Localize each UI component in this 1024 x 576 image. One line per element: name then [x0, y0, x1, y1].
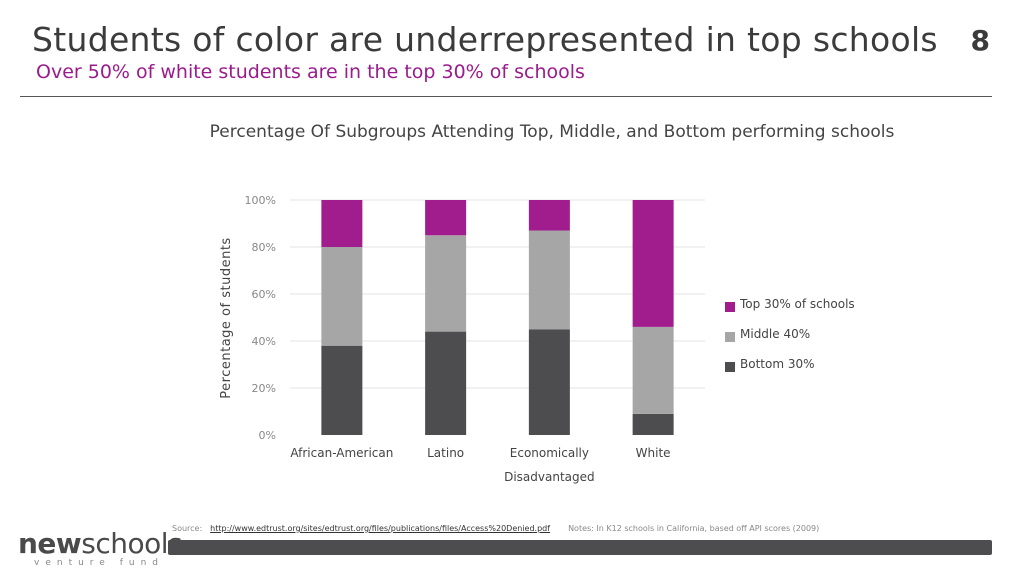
legend-swatch	[725, 362, 735, 372]
logo-text: schools	[81, 527, 183, 560]
legend-label: Bottom 30%	[740, 357, 815, 371]
legend-swatch	[725, 302, 735, 312]
source-link[interactable]: http://www.edtrust.org/sites/edtrust.org…	[210, 524, 551, 533]
y-tick-label: 20%	[252, 382, 276, 395]
slide-title: Students of color are underrepresented i…	[32, 20, 938, 59]
bar-segment	[632, 326, 674, 414]
slide-subtitle: Over 50% of white students are in the to…	[36, 61, 585, 83]
bar-segment	[425, 200, 467, 236]
y-tick-label: 80%	[252, 241, 276, 254]
source-line: Source: http://www.edtrust.org/sites/edtr…	[172, 524, 819, 533]
bar-segment	[425, 235, 467, 332]
bar-segment	[632, 413, 674, 435]
legend-swatch	[725, 332, 735, 342]
y-tick-label: 100%	[245, 194, 276, 207]
chart-title: Percentage Of Subgroups Attending Top, M…	[209, 122, 895, 142]
bar-segment	[425, 331, 467, 435]
title-divider	[20, 96, 992, 97]
bar-segment	[632, 200, 674, 327]
y-axis-label: Percentage of students	[219, 237, 234, 398]
footer-bar	[168, 540, 992, 555]
bar-segment	[321, 345, 363, 435]
x-category-label: African-American	[290, 446, 393, 460]
y-tick-label: 0%	[259, 429, 276, 442]
logo-tagline: venture fund	[34, 558, 164, 568]
x-category-label: Economically	[510, 446, 589, 460]
page-number: 8	[970, 24, 990, 57]
x-category-label: Disadvantaged	[504, 470, 595, 484]
y-tick-label: 60%	[252, 288, 276, 301]
x-category-label: Latino	[427, 446, 464, 460]
bar-segment	[528, 329, 570, 435]
newschools-logo: newschools venture fund	[18, 527, 183, 569]
bar-segment	[321, 200, 363, 247]
x-category-label: White	[636, 446, 671, 460]
logo-bold-text: new	[18, 527, 82, 560]
y-tick-label: 40%	[252, 335, 276, 348]
notes-text: Notes: In K12 schools in California, bas…	[568, 524, 820, 533]
legend-label: Middle 40%	[740, 327, 810, 341]
bar-segment	[528, 200, 570, 231]
bar-segment	[321, 247, 363, 346]
legend-label: Top 30% of schools	[739, 297, 855, 311]
source-label: Source:	[172, 524, 203, 533]
bar-segment	[528, 230, 570, 330]
